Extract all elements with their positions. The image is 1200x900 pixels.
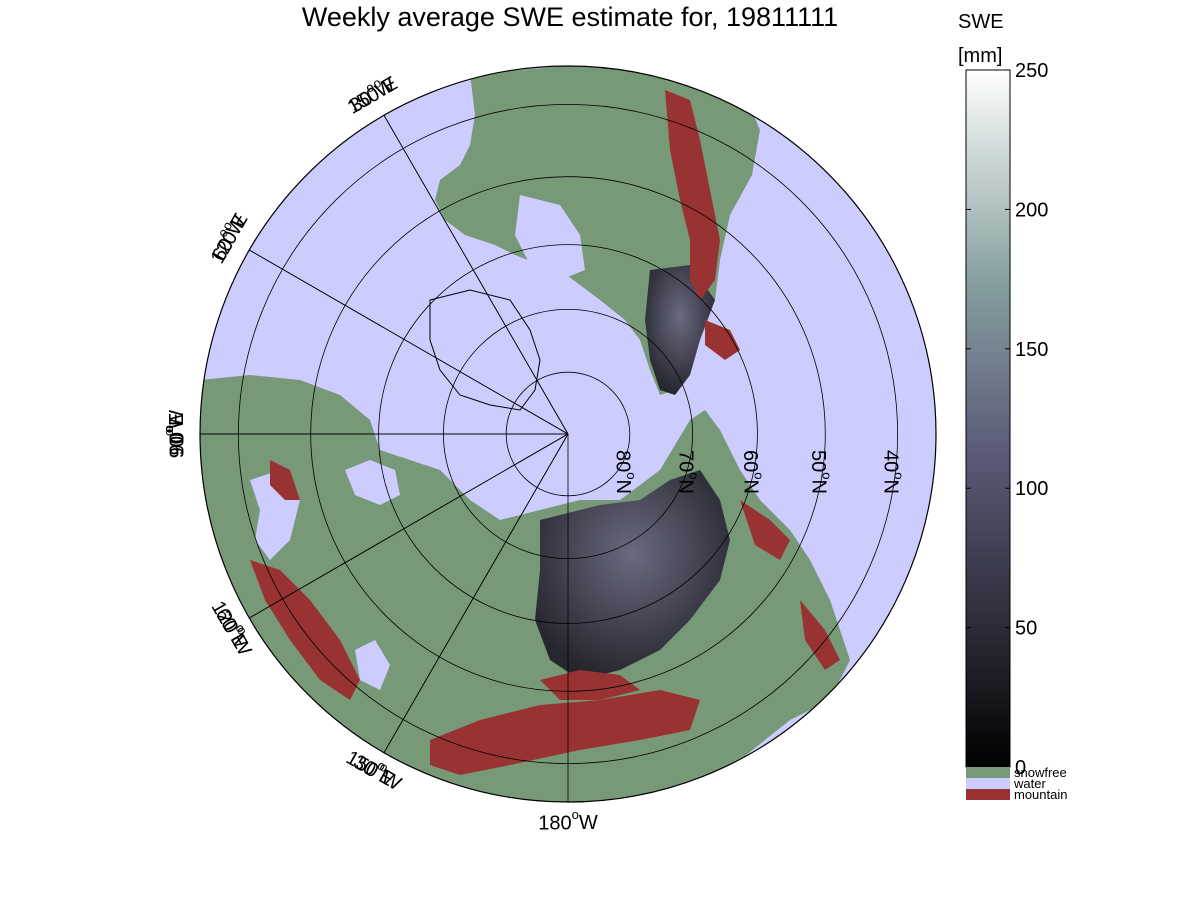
parallel-circle xyxy=(237,103,899,765)
colorbar-tick-label: 250 xyxy=(1015,60,1048,82)
kamchatka-japan xyxy=(800,600,840,670)
parallel-label: 80oN xyxy=(612,450,639,494)
colorbar-tick-label: 200 xyxy=(1015,199,1048,221)
colorbar-tick-label: 100 xyxy=(1015,478,1048,500)
alaska-range xyxy=(705,320,740,360)
hudson-bay xyxy=(515,195,585,280)
parallel-circle xyxy=(378,244,758,624)
siberia-snow-cover xyxy=(535,470,730,680)
meridian-line xyxy=(249,433,569,619)
parallel-label: 60oN xyxy=(739,450,766,494)
colorbar-title-line1: SWE xyxy=(958,11,1004,33)
parallel-label: 50oN xyxy=(807,450,834,494)
colorbar-ticks: 0 50 100 150 200 250 xyxy=(966,60,1048,779)
category-label: mountain xyxy=(1014,787,1067,802)
category-swatch xyxy=(966,778,1010,789)
parallel-label: 70oN xyxy=(674,450,701,494)
parallel-circle xyxy=(442,308,693,559)
central-asia-ranges xyxy=(540,670,640,700)
parallel-label: 40oN xyxy=(879,450,906,494)
colorbar: SWE [mm] 0 50 100 150 200 250 snowfreewatermo… xyxy=(958,11,1067,802)
north-america-snow-cover xyxy=(645,265,715,395)
category-swatch xyxy=(966,767,1010,778)
polar-map: 0o30oW60oW90oW120oW150oW180oW150oE120oE9… xyxy=(161,65,937,834)
greenland xyxy=(429,289,541,411)
caspian-sea xyxy=(355,640,390,690)
colorbar-gradient xyxy=(965,69,1011,768)
landmasses xyxy=(200,66,850,802)
parallel-circle xyxy=(310,176,826,692)
colorbar-tick-label: 50 xyxy=(1015,618,1037,640)
colorbar-tick-label: 0 xyxy=(1015,757,1026,779)
white-sea xyxy=(345,460,400,505)
meridian-label: 90oW xyxy=(161,410,188,458)
meridian-line xyxy=(383,433,569,753)
colorbar-tick-label: 150 xyxy=(1015,339,1048,361)
parallel-circle xyxy=(505,371,631,497)
colorbar-title-line2: [mm] xyxy=(958,45,1002,67)
meridian-label: 90oE xyxy=(161,413,188,456)
himalaya-tibet xyxy=(430,690,700,775)
map-border xyxy=(199,65,937,803)
category-swatch xyxy=(966,789,1010,800)
category-label: water xyxy=(1013,776,1046,791)
meridian-label: 180oW xyxy=(538,807,598,834)
map-title: Weekly average SWE estimate for, 1981111… xyxy=(301,2,839,32)
parallel-labels: 80oN 70oN 60oN 50oN 40oN xyxy=(612,450,907,494)
graticule xyxy=(200,103,899,802)
category-label: snowfree xyxy=(1014,765,1067,780)
meridian-line xyxy=(249,249,569,435)
rocky-mountains xyxy=(665,90,720,300)
east-siberian-mountains xyxy=(740,500,790,560)
meridian-line xyxy=(383,115,569,435)
scandinavian-mountains xyxy=(270,460,300,500)
